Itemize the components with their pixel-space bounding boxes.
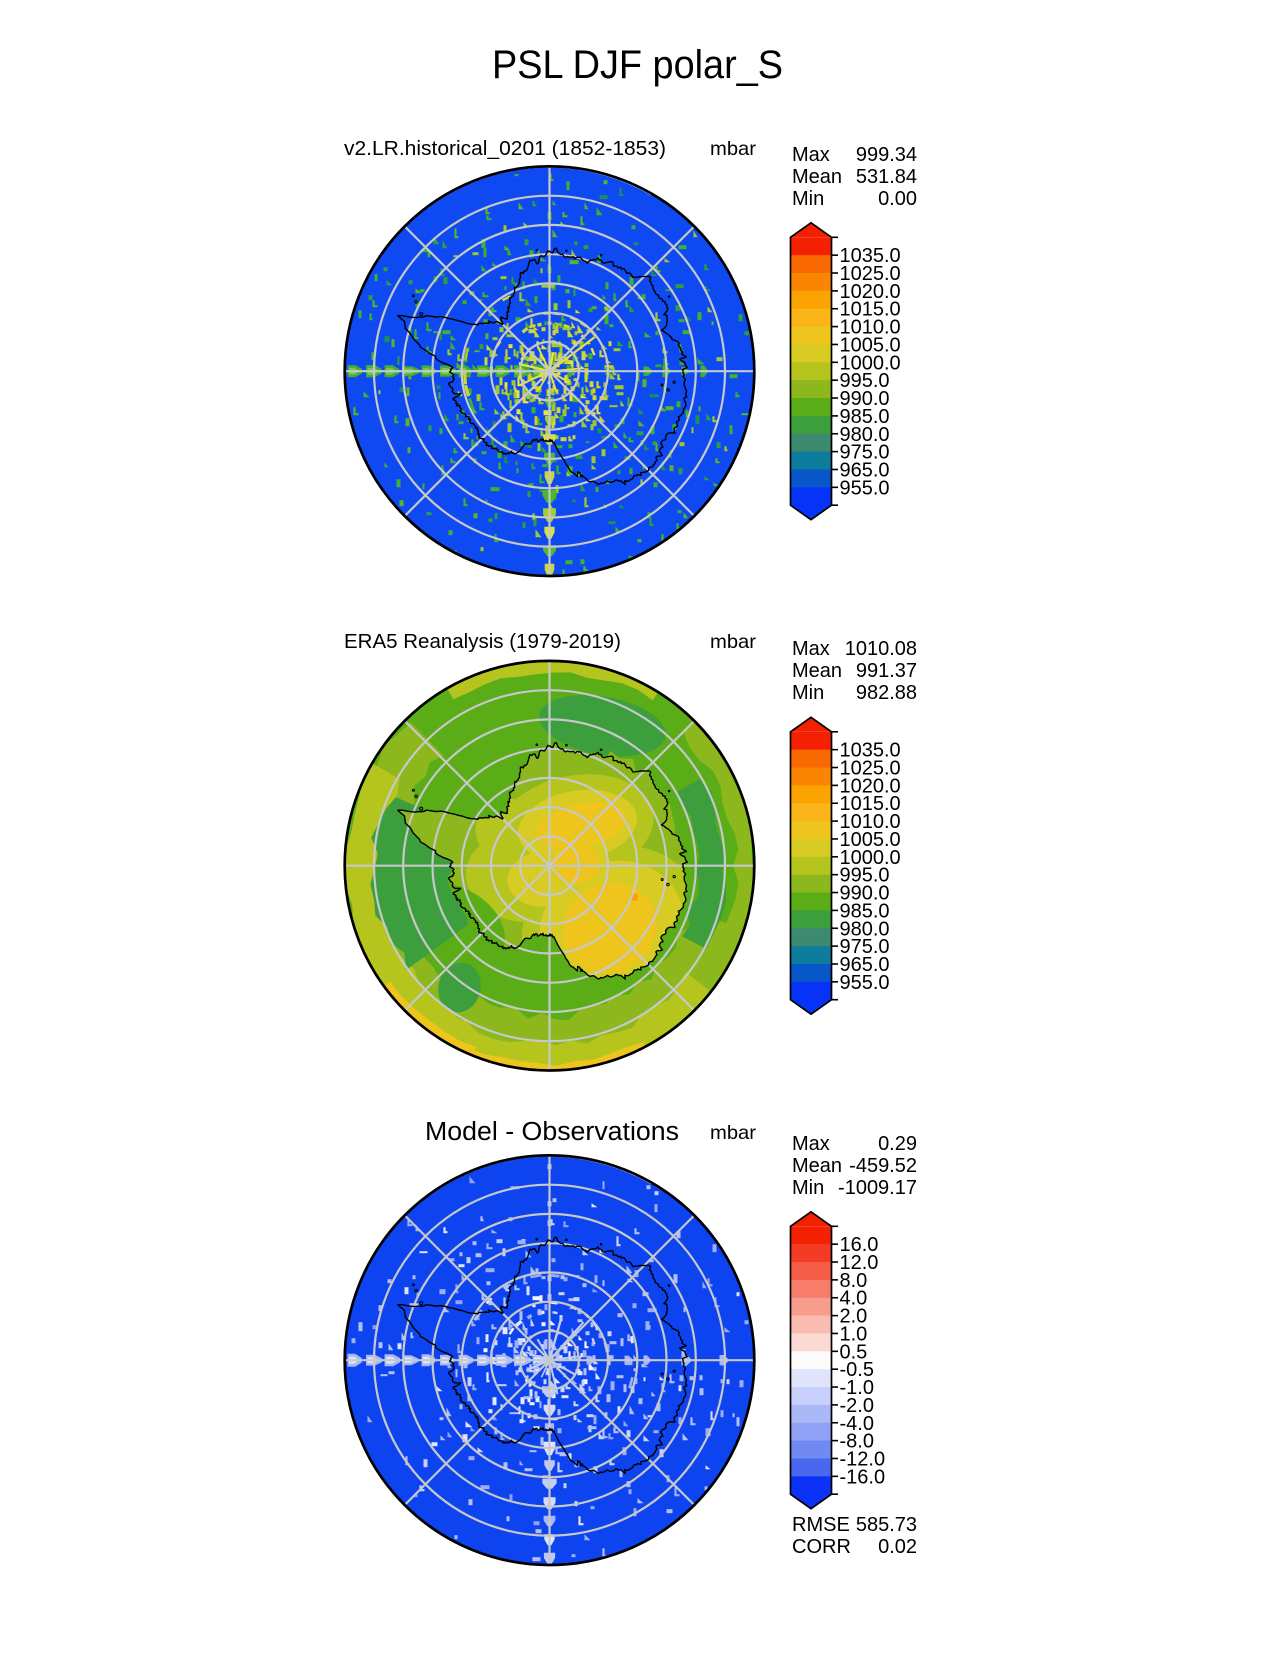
svg-text:985.0: 985.0 bbox=[840, 900, 890, 922]
svg-text:955.0: 955.0 bbox=[840, 477, 890, 499]
svg-text:8.0: 8.0 bbox=[840, 1270, 868, 1292]
svg-text:Min: Min bbox=[792, 1177, 824, 1199]
svg-text:0.29: 0.29 bbox=[878, 1133, 917, 1155]
svg-text:1020.0: 1020.0 bbox=[840, 281, 901, 303]
svg-text:0.02: 0.02 bbox=[878, 1536, 917, 1558]
svg-text:0.00: 0.00 bbox=[878, 188, 917, 210]
svg-text:990.0: 990.0 bbox=[840, 388, 890, 410]
svg-text:Min: Min bbox=[792, 188, 824, 210]
svg-text:12.0: 12.0 bbox=[840, 1252, 879, 1274]
svg-text:Max: Max bbox=[792, 144, 830, 166]
svg-text:1020.0: 1020.0 bbox=[840, 775, 901, 797]
svg-text:Max: Max bbox=[792, 1133, 830, 1155]
svg-text:991.37: 991.37 bbox=[856, 660, 917, 682]
svg-text:RMSE: RMSE bbox=[792, 1514, 850, 1536]
svg-text:CORR: CORR bbox=[792, 1536, 851, 1558]
svg-text:965.0: 965.0 bbox=[840, 459, 890, 481]
svg-text:Mean: Mean bbox=[792, 660, 842, 682]
svg-text:1015.0: 1015.0 bbox=[840, 793, 901, 815]
svg-text:955.0: 955.0 bbox=[840, 972, 890, 994]
svg-text:ERA5 Reanalysis (1979-2019): ERA5 Reanalysis (1979-2019) bbox=[344, 630, 621, 653]
svg-text:531.84: 531.84 bbox=[856, 166, 917, 188]
svg-text:0.5: 0.5 bbox=[840, 1341, 868, 1363]
svg-text:16.0: 16.0 bbox=[840, 1234, 879, 1256]
svg-text:-2.0: -2.0 bbox=[840, 1395, 874, 1417]
svg-text:Model - Observations: Model - Observations bbox=[425, 1118, 679, 1146]
svg-text:1010.0: 1010.0 bbox=[840, 811, 901, 833]
svg-text:-8.0: -8.0 bbox=[840, 1431, 874, 1453]
svg-text:1035.0: 1035.0 bbox=[840, 740, 901, 762]
svg-text:975.0: 975.0 bbox=[840, 936, 890, 958]
svg-text:995.0: 995.0 bbox=[840, 865, 890, 887]
svg-text:995.0: 995.0 bbox=[840, 370, 890, 392]
svg-text:975.0: 975.0 bbox=[840, 442, 890, 464]
svg-text:PSL DJF polar_S: PSL DJF polar_S bbox=[492, 43, 783, 87]
svg-text:-0.5: -0.5 bbox=[840, 1359, 874, 1381]
svg-text:-12.0: -12.0 bbox=[840, 1448, 886, 1470]
svg-text:-1.0: -1.0 bbox=[840, 1377, 874, 1399]
svg-text:980.0: 980.0 bbox=[840, 918, 890, 940]
svg-text:Mean: Mean bbox=[792, 166, 842, 188]
svg-text:-1009.17: -1009.17 bbox=[838, 1177, 917, 1199]
svg-text:mbar: mbar bbox=[710, 138, 757, 160]
svg-text:985.0: 985.0 bbox=[840, 406, 890, 428]
svg-text:980.0: 980.0 bbox=[840, 424, 890, 446]
svg-text:Max: Max bbox=[792, 638, 830, 660]
svg-text:-16.0: -16.0 bbox=[840, 1466, 886, 1488]
svg-text:1005.0: 1005.0 bbox=[840, 334, 901, 356]
svg-text:999.34: 999.34 bbox=[856, 144, 917, 166]
svg-text:2.0: 2.0 bbox=[840, 1306, 868, 1328]
svg-text:990.0: 990.0 bbox=[840, 883, 890, 905]
svg-text:1035.0: 1035.0 bbox=[840, 245, 901, 267]
svg-text:1015.0: 1015.0 bbox=[840, 299, 901, 321]
svg-text:v2.LR.historical_0201 (1852-18: v2.LR.historical_0201 (1852-1853) bbox=[344, 137, 666, 160]
svg-text:-459.52: -459.52 bbox=[849, 1155, 917, 1177]
svg-text:-4.0: -4.0 bbox=[840, 1413, 874, 1435]
svg-text:1000.0: 1000.0 bbox=[840, 352, 901, 374]
svg-text:Mean: Mean bbox=[792, 1155, 842, 1177]
svg-text:4.0: 4.0 bbox=[840, 1288, 868, 1310]
svg-text:1010.08: 1010.08 bbox=[845, 638, 917, 660]
svg-text:585.73: 585.73 bbox=[856, 1514, 917, 1536]
svg-text:mbar: mbar bbox=[710, 1122, 757, 1144]
svg-text:1025.0: 1025.0 bbox=[840, 758, 901, 780]
svg-text:Min: Min bbox=[792, 682, 824, 704]
svg-text:965.0: 965.0 bbox=[840, 954, 890, 976]
svg-text:1.0: 1.0 bbox=[840, 1323, 868, 1345]
svg-text:mbar: mbar bbox=[710, 631, 757, 653]
svg-text:1025.0: 1025.0 bbox=[840, 263, 901, 285]
svg-text:982.88: 982.88 bbox=[856, 682, 917, 704]
svg-text:1010.0: 1010.0 bbox=[840, 317, 901, 339]
svg-text:1005.0: 1005.0 bbox=[840, 829, 901, 851]
svg-text:1000.0: 1000.0 bbox=[840, 847, 901, 869]
